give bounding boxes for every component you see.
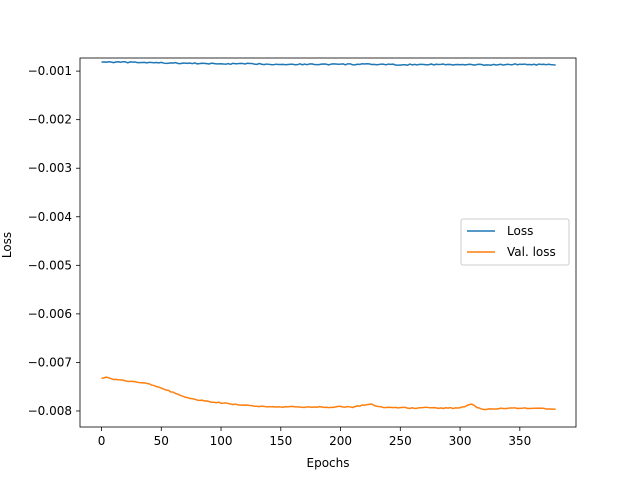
x-tick-label: 250: [389, 434, 412, 448]
x-tick-label: 0: [98, 434, 106, 448]
series-line-loss: [101, 60, 556, 67]
x-tick-label: 100: [210, 434, 233, 448]
series-line-val-loss: [101, 376, 556, 411]
axes-frame: [79, 57, 577, 428]
legend-entry-label: Loss: [507, 224, 533, 238]
legend: Loss Val. loss: [460, 218, 570, 266]
y-tick-label: −0.002: [28, 113, 72, 127]
x-tick-label: 150: [269, 434, 292, 448]
y-tick-label: −0.006: [28, 307, 72, 321]
y-axis-label: Loss: [0, 232, 14, 258]
x-tick-label: 300: [449, 434, 472, 448]
y-tick-label: −0.008: [28, 404, 72, 418]
y-tick-label: −0.001: [28, 64, 72, 78]
y-tick-label: −0.007: [28, 355, 72, 369]
y-tick-label: −0.004: [28, 210, 72, 224]
axes: 0 50 100 150 200 250 300 350 −0.001 −0.002 −0.003 −…: [28, 57, 577, 448]
x-tick-label: 200: [329, 434, 352, 448]
plot-area: [101, 60, 556, 411]
x-axis-label: Epochs: [307, 456, 350, 470]
x-tick-label: 350: [508, 434, 531, 448]
legend-entry-label: Val. loss: [507, 245, 556, 259]
y-tick-label: −0.005: [28, 258, 72, 272]
x-tick-label: 50: [154, 434, 169, 448]
y-tick-label: −0.003: [28, 161, 72, 175]
